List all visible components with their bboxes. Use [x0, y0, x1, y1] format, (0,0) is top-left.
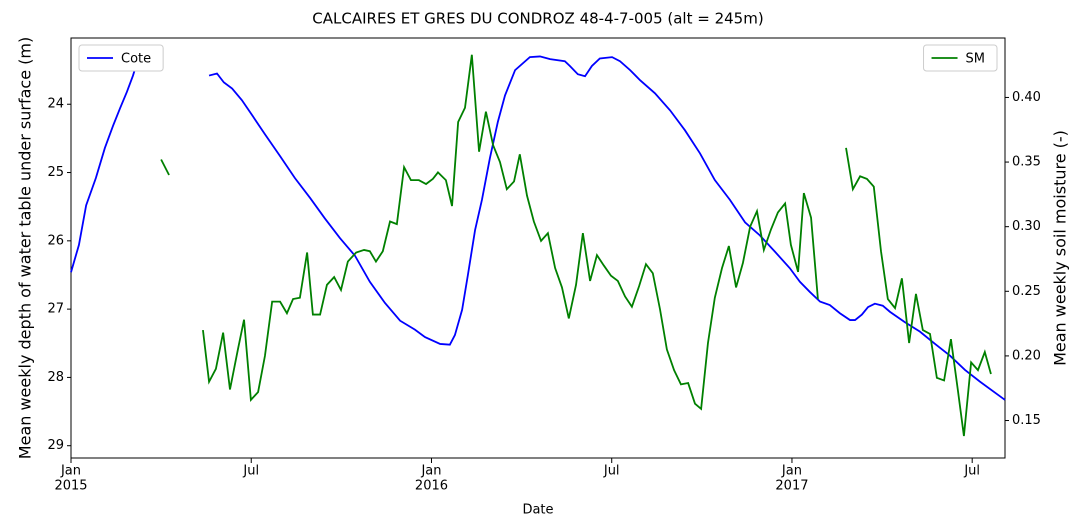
y2-tick-label: 0.35	[1012, 155, 1041, 170]
x-tick-label: Jan	[60, 464, 81, 479]
y-tick-label: 26	[47, 233, 64, 248]
legend-box	[78, 44, 164, 72]
y-tick-label: 28	[47, 370, 64, 385]
y2-tick-label: 0.25	[1012, 284, 1041, 299]
x-tick-year-label: 2016	[415, 479, 448, 494]
series-line	[70, 55, 1006, 401]
x-tick-label: Jul	[242, 464, 259, 479]
y2-axis-label: Mean weekly soil moisture (-)	[1051, 130, 1070, 366]
y2-tick-label: 0.20	[1012, 348, 1041, 363]
x-tick-year-label: 2017	[775, 479, 808, 494]
x-tick-label: Jul	[603, 464, 620, 479]
y2-tick-label: 0.30	[1012, 219, 1041, 234]
y-tick-label: 27	[47, 302, 64, 317]
legend-box	[923, 44, 998, 72]
x-axis-label: Date	[522, 503, 553, 518]
y-tick-label: 24	[47, 97, 64, 112]
x-tick-year-label: 2015	[54, 479, 87, 494]
y2-tick-label: 0.40	[1012, 90, 1041, 105]
y-tick-label: 29	[47, 438, 64, 453]
plot-frame	[70, 37, 1006, 459]
y-tick-label: 25	[47, 165, 64, 180]
x-tick-label: Jan	[781, 464, 802, 479]
legend-label: Cote	[121, 52, 151, 67]
y2-tick-label: 0.15	[1012, 413, 1041, 428]
x-tick-label: Jul	[963, 464, 980, 479]
legend-label: SM	[966, 52, 985, 67]
chart-title: CALCAIRES ET GRES DU CONDROZ 48-4-7-005 …	[312, 10, 763, 28]
x-tick-label: Jan	[420, 464, 441, 479]
y-axis-label: Mean weekly depth of water table under s…	[16, 37, 35, 459]
series-line	[160, 54, 992, 437]
